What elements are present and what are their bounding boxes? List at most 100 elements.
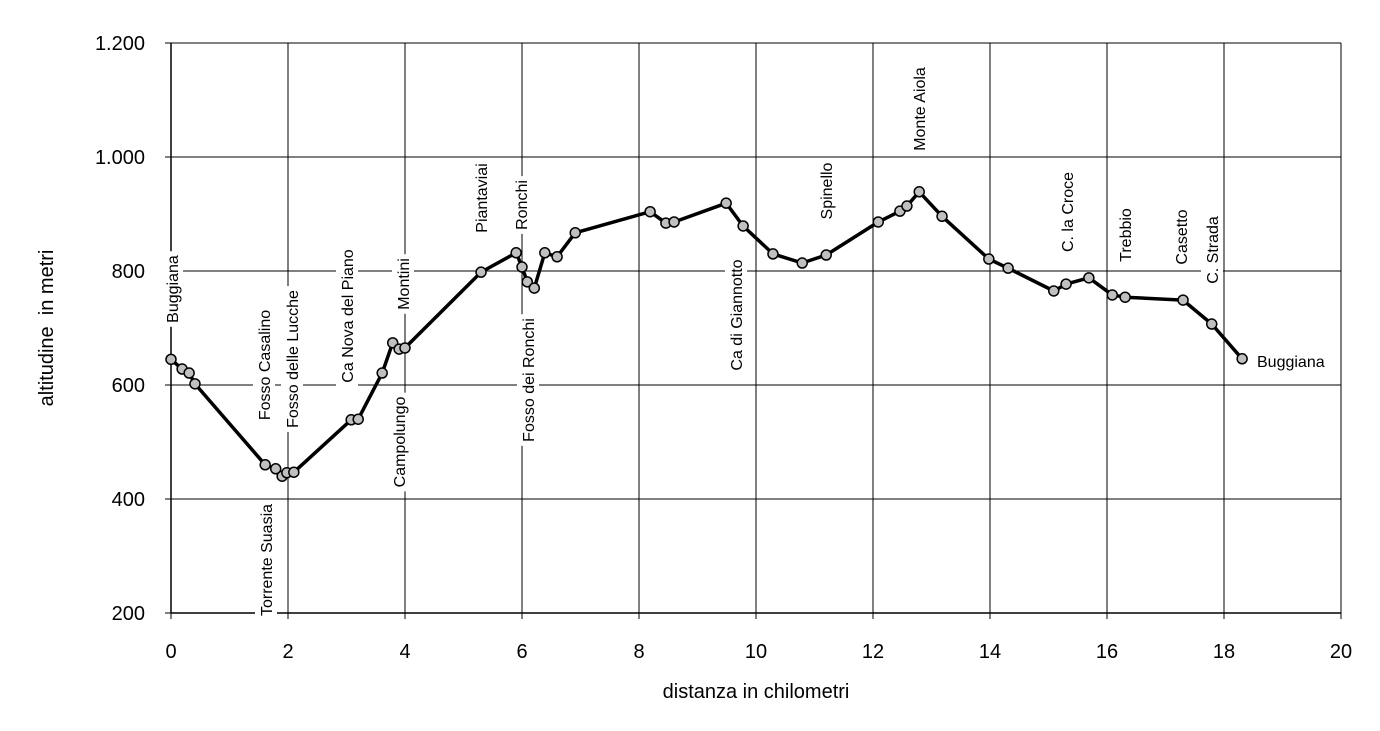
marker — [539, 247, 551, 259]
annotation-bg — [392, 254, 414, 314]
marker — [767, 248, 779, 260]
annotation-bg — [815, 158, 837, 224]
annotation: Fosso Casalino — [253, 305, 275, 425]
annotation-label: Ronchi — [514, 180, 531, 230]
annotation-label: Spinello — [819, 162, 836, 219]
annotation: Campolungo — [388, 392, 410, 492]
y-tick-label: 600 — [112, 375, 145, 397]
marker — [1048, 285, 1060, 297]
y-axis-title: altitudine in metri — [36, 250, 58, 407]
annotation: Torrente Suasia — [255, 499, 277, 621]
marker — [936, 210, 948, 223]
annotation-label: Monte Aiola — [912, 67, 929, 151]
x-tick-label: 2 — [282, 641, 293, 663]
marker — [259, 459, 271, 471]
annotation: Monte Aiola — [908, 63, 930, 155]
y-tick-label: 1.200 — [95, 33, 145, 55]
marker — [510, 247, 522, 259]
annotation-bg — [908, 63, 930, 155]
annotation-label: Torrente Suasia — [259, 504, 276, 616]
x-tick-label: 20 — [1330, 641, 1352, 663]
annotation-bg — [281, 286, 303, 432]
annotation-label: Buggiana — [165, 255, 182, 323]
annotation-bg — [510, 176, 532, 234]
annotation-bg — [1114, 204, 1136, 266]
marker — [1177, 294, 1189, 306]
y-tick-label: 400 — [112, 489, 145, 511]
annotation-label: Piantaviai — [474, 163, 491, 232]
marker — [399, 342, 411, 354]
annotation: Buggiana — [1254, 350, 1330, 372]
annotation-label: Casetto — [1174, 209, 1191, 264]
annotation-label: Buggiana — [1257, 354, 1325, 371]
annotation: Piantaviai — [470, 159, 492, 237]
marker — [1236, 353, 1248, 365]
x-tick-label: 4 — [399, 641, 410, 663]
marker — [1060, 278, 1072, 290]
marker — [352, 413, 364, 425]
annotation: C. Strada — [1201, 212, 1223, 288]
annotation-bg — [255, 499, 277, 621]
marker — [644, 205, 656, 218]
annotation-bg — [336, 245, 358, 387]
annotation-bg — [1056, 167, 1078, 257]
annotation: Spinello — [815, 158, 837, 224]
x-tick-label: 8 — [633, 641, 644, 663]
marker — [668, 216, 680, 228]
annotation-bg — [517, 314, 539, 446]
annotation: Fosso delle Lucche — [281, 286, 303, 432]
marker — [189, 378, 201, 390]
annotation-label: C. Strada — [1205, 216, 1222, 284]
marker — [528, 282, 541, 294]
marker — [1083, 272, 1095, 284]
x-tick-label: 14 — [979, 641, 1001, 663]
marker — [737, 220, 749, 232]
marker — [475, 266, 487, 278]
x-tick-label: 16 — [1096, 641, 1118, 663]
x-tick-label: 0 — [165, 641, 176, 663]
x-tick-label: 12 — [862, 641, 884, 663]
marker — [521, 276, 534, 288]
annotation-bg — [388, 392, 410, 492]
marker — [820, 249, 832, 261]
marker — [1205, 318, 1218, 330]
y-tick-label: 1.000 — [95, 147, 145, 169]
annotation-bg — [1254, 350, 1330, 372]
annotation-label: C. la Croce — [1060, 172, 1077, 252]
marker — [165, 353, 177, 366]
annotation: C. la Croce — [1056, 167, 1078, 257]
annotation-label: Ca di Giannotto — [729, 259, 746, 370]
marker — [1002, 262, 1014, 274]
marker — [1106, 289, 1119, 301]
annotation: Montini — [392, 254, 414, 314]
marker — [983, 253, 995, 265]
x-tick-label: 10 — [745, 641, 767, 663]
annotation: Trebbio — [1114, 204, 1136, 266]
marker — [516, 261, 528, 273]
annotation-bg — [725, 255, 747, 375]
annotation: Buggiana — [161, 251, 183, 327]
annotation-label: Trebbio — [1118, 208, 1135, 262]
marker — [1119, 291, 1131, 303]
annotation-label: Fosso dei Ronchi — [521, 318, 538, 442]
annotation-label: Campolungo — [392, 397, 409, 488]
marker — [269, 463, 282, 475]
marker — [183, 367, 195, 379]
marker — [796, 257, 808, 269]
annotation: Fosso dei Ronchi — [517, 314, 539, 446]
annotation-bg — [1170, 205, 1192, 269]
marker — [901, 200, 913, 212]
annotation: Ca di Giannotto — [725, 255, 747, 375]
marker — [872, 216, 885, 228]
y-tick-label: 200 — [112, 603, 145, 625]
annotation: Casetto — [1170, 205, 1192, 269]
marker — [551, 251, 563, 263]
y-tick-label: 800 — [112, 261, 145, 283]
x-tick-label: 6 — [516, 641, 527, 663]
annotation-label: Montini — [396, 258, 413, 310]
marker — [569, 227, 581, 239]
marker — [288, 466, 300, 478]
marker — [720, 197, 732, 209]
